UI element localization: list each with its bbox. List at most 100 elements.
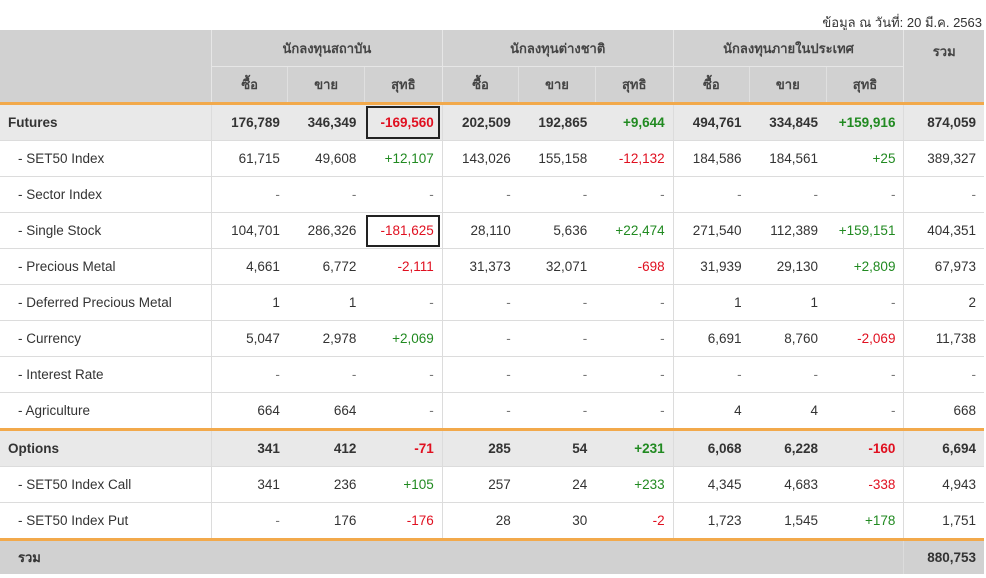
cell-inst-buy: 341: [210, 466, 288, 503]
cell-foreign-net: +233: [595, 466, 674, 503]
cell-domestic-buy: 6,691: [672, 320, 750, 357]
cell-domestic-net: -: [826, 284, 904, 321]
header-foreign: นักลงทุนต่างชาติ: [441, 30, 674, 67]
cell-domestic-net: +159,151: [826, 212, 904, 249]
cell-foreign-net: -: [595, 284, 674, 321]
cell-foreign-net: -: [595, 320, 674, 357]
cell-foreign-net: +22,474: [595, 212, 674, 249]
cell-foreign-sell: 24: [518, 466, 596, 503]
row-label: - SET50 Index Call: [0, 466, 212, 503]
cell-foreign-buy: 257: [441, 466, 519, 503]
cell-domestic-net: +25: [826, 140, 904, 177]
cell-domestic-buy: 6,068: [672, 428, 750, 467]
cell-inst-sell: 346,349: [287, 102, 365, 141]
cell-inst-buy: 4,661: [210, 248, 288, 285]
cell-foreign-net: +9,644: [595, 102, 674, 141]
cell-total: 2: [903, 284, 984, 321]
cell-domestic-net: +178: [826, 502, 904, 540]
cell-inst-net: -71: [364, 428, 443, 467]
header-blank: [0, 30, 212, 104]
cell-inst-net: -181,625: [364, 212, 443, 249]
header-buy: ซื้อ: [441, 66, 519, 104]
cell-foreign-net: +231: [595, 428, 674, 467]
header-buy: ซื้อ: [672, 66, 750, 104]
cell-inst-net: +105: [364, 466, 443, 503]
cell-domestic-net: +159,916: [826, 102, 904, 141]
cell-foreign-sell: 30: [518, 502, 596, 540]
cell-foreign-net: -: [595, 392, 674, 430]
header-buy: ซื้อ: [210, 66, 288, 104]
cell-domestic-buy: -: [672, 356, 750, 393]
cell-domestic-sell: 184,561: [749, 140, 827, 177]
row-label: - Interest Rate: [0, 356, 212, 393]
cell-domestic-sell: 112,389: [749, 212, 827, 249]
row-label: - Single Stock: [0, 212, 212, 249]
row-label: - Precious Metal: [0, 248, 212, 285]
table-body: Futures 176,789 346,349 -169,560 202,509 192,…: [0, 102, 984, 540]
grand-total-spacer: [211, 538, 904, 574]
cell-foreign-sell: -: [518, 392, 596, 430]
row-label: - Sector Index: [0, 176, 212, 213]
cell-inst-net: -169,560: [364, 102, 443, 141]
cell-inst-buy: 104,701: [210, 212, 288, 249]
cell-foreign-buy: -: [441, 284, 519, 321]
cell-inst-net: -176: [364, 502, 443, 540]
cell-total: 6,694: [903, 428, 984, 467]
cell-domestic-net: -338: [826, 466, 904, 503]
cell-total: 4,943: [903, 466, 984, 503]
cell-inst-sell: 49,608: [287, 140, 365, 177]
cell-inst-sell: 1: [287, 284, 365, 321]
header-net: สุทธิ: [825, 66, 904, 104]
cell-domestic-buy: 1: [672, 284, 750, 321]
cell-inst-buy: -: [210, 356, 288, 393]
cell-foreign-buy: -: [441, 392, 519, 430]
cell-inst-sell: 664: [287, 392, 365, 430]
cell-domestic-net: +2,809: [826, 248, 904, 285]
row-label: - SET50 Index: [0, 140, 212, 177]
cell-foreign-buy: 28: [441, 502, 519, 540]
cell-foreign-net: -: [595, 176, 674, 213]
header-domestic: นักลงทุนภายในประเทศ: [672, 30, 904, 67]
cell-domestic-buy: 271,540: [672, 212, 750, 249]
cell-domestic-net: -: [826, 176, 904, 213]
cell-inst-sell: 412: [287, 428, 365, 467]
table-row: - SET50 Index Put -176 -176 28 30 -2 1,723 1,54…: [0, 502, 984, 540]
cell-domestic-net: -160: [826, 428, 904, 467]
cell-domestic-buy: 184,586: [672, 140, 750, 177]
cell-domestic-sell: 1: [749, 284, 827, 321]
cell-domestic-sell: 334,845: [749, 102, 827, 141]
cell-inst-net: -2,111: [364, 248, 443, 285]
cell-domestic-net: -2,069: [826, 320, 904, 357]
cell-domestic-net: -: [826, 392, 904, 430]
cell-foreign-buy: -: [441, 320, 519, 357]
cell-total: 874,059: [903, 102, 984, 141]
grand-total-value: 880,753: [903, 538, 984, 574]
cell-inst-buy: 664: [210, 392, 288, 430]
grand-total-row: รวม 880,753: [0, 538, 984, 574]
cell-inst-net: +12,107: [364, 140, 443, 177]
cell-inst-sell: 236: [287, 466, 365, 503]
cell-inst-buy: 5,047: [210, 320, 288, 357]
cell-total: 404,351: [903, 212, 984, 249]
cell-inst-buy: -: [210, 502, 288, 540]
cell-inst-buy: 341: [210, 428, 288, 467]
cell-domestic-sell: 4: [749, 392, 827, 430]
cell-inst-net: +2,069: [364, 320, 443, 357]
cell-inst-buy: 61,715: [210, 140, 288, 177]
cell-foreign-buy: 28,110: [441, 212, 519, 249]
cell-foreign-sell: -: [518, 320, 596, 357]
row-label: - Currency: [0, 320, 212, 357]
cell-foreign-sell: -: [518, 356, 596, 393]
cell-total: 67,973: [903, 248, 984, 285]
cell-domestic-buy: 4: [672, 392, 750, 430]
cell-foreign-sell: -: [518, 176, 596, 213]
cell-foreign-sell: 155,158: [518, 140, 596, 177]
cell-domestic-buy: 1,723: [672, 502, 750, 540]
row-label: - Agriculture: [0, 392, 212, 430]
cell-inst-buy: 1: [210, 284, 288, 321]
row-label: - SET50 Index Put: [0, 502, 212, 540]
table-row: - Currency 5,047 2,978 +2,069- - -6,691 8,760-…: [0, 320, 984, 357]
cell-foreign-buy: 285: [441, 428, 519, 467]
cell-foreign-net: -: [595, 356, 674, 393]
table-row: - Sector Index - - - - - - - - - -: [0, 176, 984, 213]
